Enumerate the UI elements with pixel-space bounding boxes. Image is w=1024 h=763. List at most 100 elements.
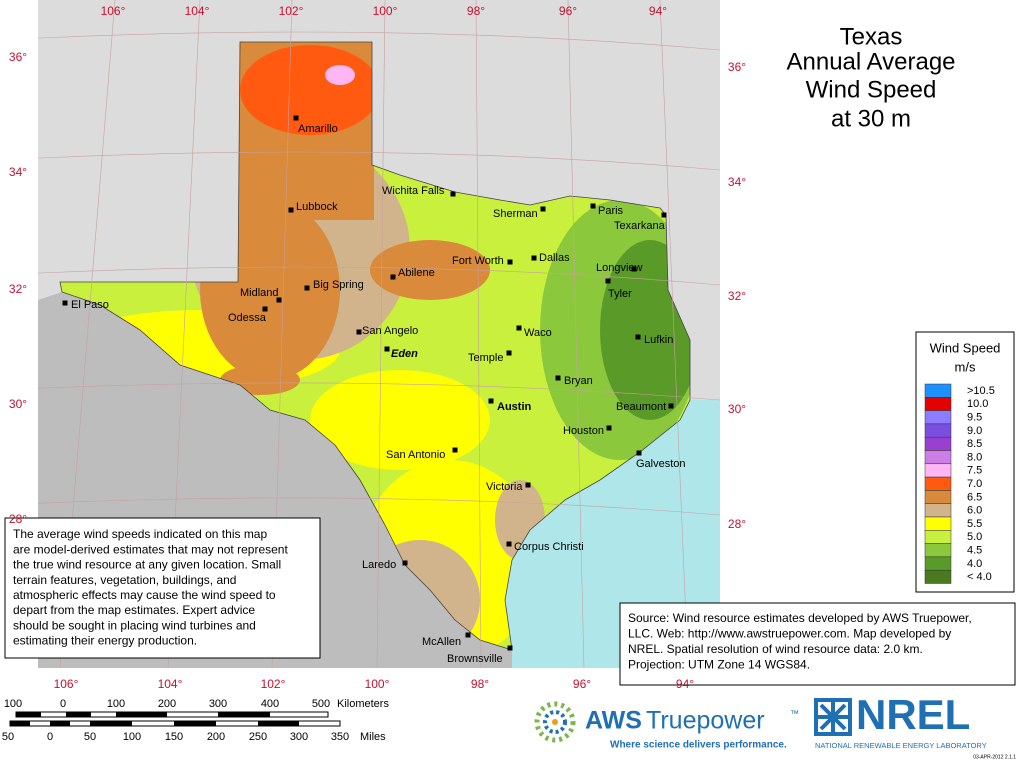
legend-swatch (924, 423, 952, 438)
legend-swatch (924, 530, 952, 544)
city-label: Big Spring (313, 279, 364, 291)
disclaimer-line: estimating their energy production. (13, 634, 197, 648)
city-marker (452, 447, 458, 453)
scale-mile-label: 150 (165, 731, 183, 743)
city-marker (531, 255, 537, 261)
map-frame (38, 0, 720, 668)
longitude-label: 106° (101, 4, 126, 18)
latitude-label: 34° (9, 165, 27, 179)
city-label: Corpus Christi (514, 541, 584, 553)
disclaimer-line: the true wind resource at any given loca… (13, 558, 281, 572)
disclaimer-line: atmospheric effects may cause the wind s… (13, 588, 276, 602)
longitude-label: 100° (365, 677, 390, 691)
disclaimer-box (4, 517, 321, 659)
city-marker (636, 450, 642, 456)
city-marker (516, 325, 522, 331)
city-label: Paris (598, 205, 624, 217)
cities: Amarillo Lubbock Wichita Falls Sherman Paris… (62, 115, 686, 665)
legend-swatch (924, 516, 952, 531)
latitude-label: 36° (728, 60, 746, 74)
latitude-label: 34° (728, 175, 746, 189)
disclaimer-line: depart from the map estimates. Expert ad… (13, 603, 255, 617)
city-marker (62, 300, 68, 306)
city-label: Lufkin (644, 334, 673, 346)
latitude-label: 28° (728, 517, 746, 531)
city-label: Laredo (362, 559, 396, 571)
legend-label: 6.5 (967, 491, 982, 503)
scale-mile-label: 100 (123, 731, 141, 743)
city-label: Eden (391, 348, 418, 360)
date-stamp: 03-APR-2012 2.1.1 (973, 754, 1016, 760)
city-label: Amarillo (298, 123, 338, 135)
source-box (619, 602, 1016, 686)
longitude-label: 104° (185, 4, 210, 18)
legend-label: 5.0 (967, 531, 982, 543)
source-line: LLC. Web: http://www.awstruepower.com. M… (628, 627, 951, 641)
city-label: El Paso (71, 299, 109, 311)
legend-label: 6.0 (967, 505, 982, 517)
city-marker (262, 306, 268, 312)
disclaimer-line: are model-derived estimates that may not… (13, 542, 288, 556)
legend-label: 9.0 (967, 425, 982, 437)
city-marker (525, 482, 531, 488)
city-marker (605, 278, 611, 284)
city-label: Galveston (636, 458, 686, 470)
scale-km-label: 100 (4, 698, 22, 710)
legend-swatch (924, 556, 952, 571)
city-label: Bryan (564, 375, 593, 387)
city-label: Tyler (608, 288, 632, 300)
city-marker (506, 350, 512, 356)
city-label: Austin (497, 401, 532, 413)
latitude-label: 32° (9, 282, 27, 296)
city-label: San Angelo (362, 325, 418, 337)
legend-label: >10.5 (967, 385, 995, 397)
longitude-label: 102° (261, 677, 286, 691)
city-marker (390, 274, 396, 280)
city-marker (507, 645, 513, 651)
city-label: Texarkana (614, 220, 666, 232)
city-marker (540, 206, 546, 212)
scale-bars (9, 711, 341, 727)
longitude-label: 94° (676, 677, 694, 691)
title-line: Annual Average (786, 48, 955, 75)
legend-swatch (924, 436, 952, 451)
city-marker (590, 203, 596, 209)
latitude-label: 28° (9, 512, 27, 526)
legend-swatch (924, 569, 952, 584)
source-line: Projection: UTM Zone 14 WGS84. (628, 658, 810, 672)
scale-km-label: 200 (158, 698, 176, 710)
longitude-label: 94° (649, 4, 667, 18)
legend-swatch (924, 450, 952, 465)
city-label: Lubbock (296, 201, 338, 213)
city-label: San Antonio (386, 449, 445, 461)
scale-mile-label: 50 (2, 731, 14, 743)
city-marker (450, 191, 456, 197)
source-line: Source: Wind resource estimates develope… (628, 611, 972, 625)
title-line: Texas (840, 23, 903, 50)
city-marker (555, 375, 561, 381)
scale-mile-label: 250 (249, 731, 267, 743)
legend-label: 7.0 (967, 478, 982, 490)
legend-label: 9.5 (967, 412, 982, 424)
latitude-label: 30° (9, 397, 27, 411)
legend-label: 8.5 (967, 438, 982, 450)
title-line: Wind Speed (806, 76, 937, 103)
city-label: Longview (596, 262, 643, 274)
city-label: Brownsville (447, 653, 503, 665)
legend-label: 8.0 (967, 451, 982, 463)
source-line: NREL. Spatial resolution of wind resourc… (628, 642, 923, 656)
nrel-full: NATIONAL RENEWABLE ENERGY LABORATORY (815, 741, 987, 750)
legend-swatch (924, 490, 952, 504)
legend-label: 10.0 (967, 398, 988, 410)
scale-km-label: 0 (60, 698, 66, 710)
city-marker (293, 115, 299, 121)
city-marker (356, 329, 362, 335)
city-label: Sherman (493, 208, 538, 220)
scale-mile-label: 200 (207, 731, 225, 743)
longitude-label: 98° (471, 677, 489, 691)
scale-km-label: 400 (261, 698, 279, 710)
city-marker (661, 212, 667, 218)
city-marker (276, 297, 282, 303)
legend-swatch (924, 543, 952, 558)
